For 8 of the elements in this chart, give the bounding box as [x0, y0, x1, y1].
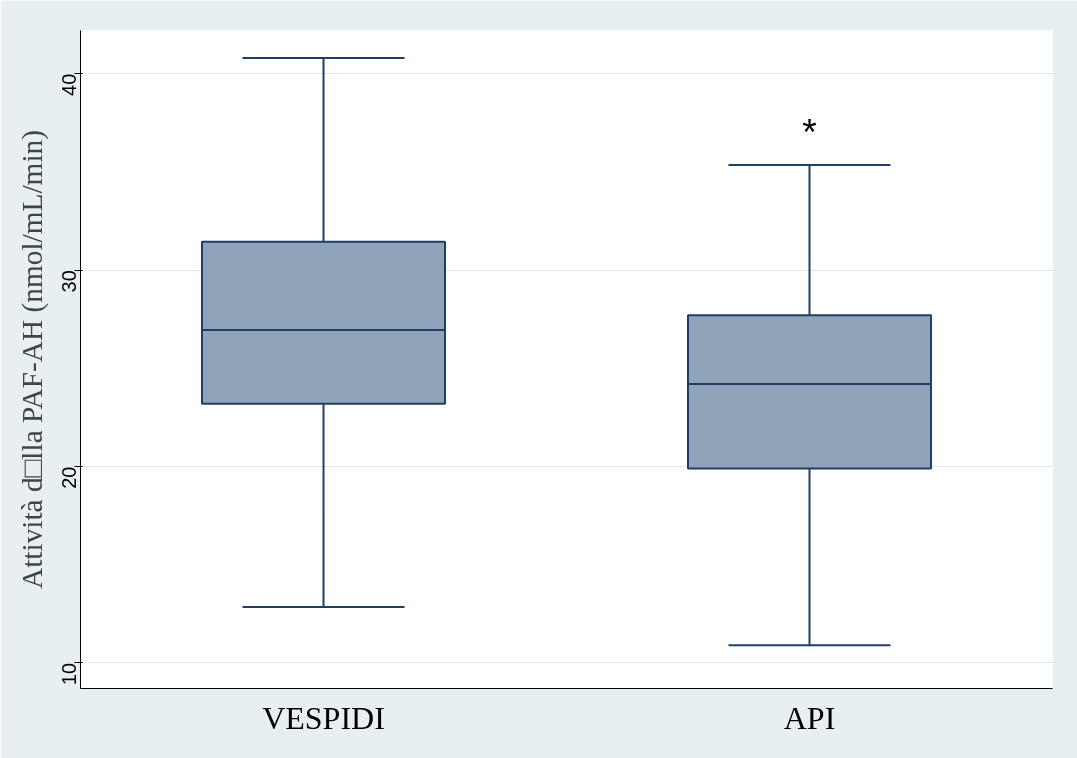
y-tick-label: 30 — [58, 270, 81, 293]
x-tick-label: VESPIDI — [262, 699, 385, 736]
y-tick-label: 20 — [58, 466, 81, 489]
annotation: * — [802, 111, 817, 154]
y-axis-title: Attività d□lla PAF-AH (nmol/mL/min) — [15, 130, 49, 589]
y-tick-label: 10 — [58, 662, 81, 686]
y-tick-label: 40 — [58, 73, 81, 96]
x-tick-label: API — [783, 699, 836, 736]
